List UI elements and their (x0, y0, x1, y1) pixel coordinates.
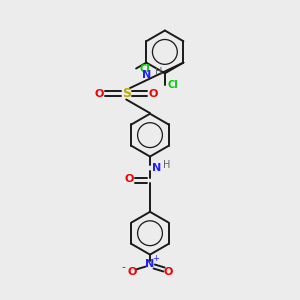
Text: H: H (155, 67, 162, 76)
Text: O: O (94, 88, 104, 98)
Text: O: O (128, 268, 137, 278)
Text: N: N (146, 259, 154, 269)
Text: S: S (122, 87, 131, 100)
Text: +: + (152, 254, 159, 263)
Text: N: N (152, 163, 161, 173)
Text: O: O (163, 268, 172, 278)
Text: H: H (163, 160, 170, 170)
Text: N: N (142, 70, 152, 80)
Text: Cl: Cl (139, 64, 150, 74)
Text: -: - (121, 262, 125, 272)
Text: O: O (124, 174, 134, 184)
Text: Cl: Cl (168, 80, 178, 90)
Text: O: O (149, 88, 158, 98)
